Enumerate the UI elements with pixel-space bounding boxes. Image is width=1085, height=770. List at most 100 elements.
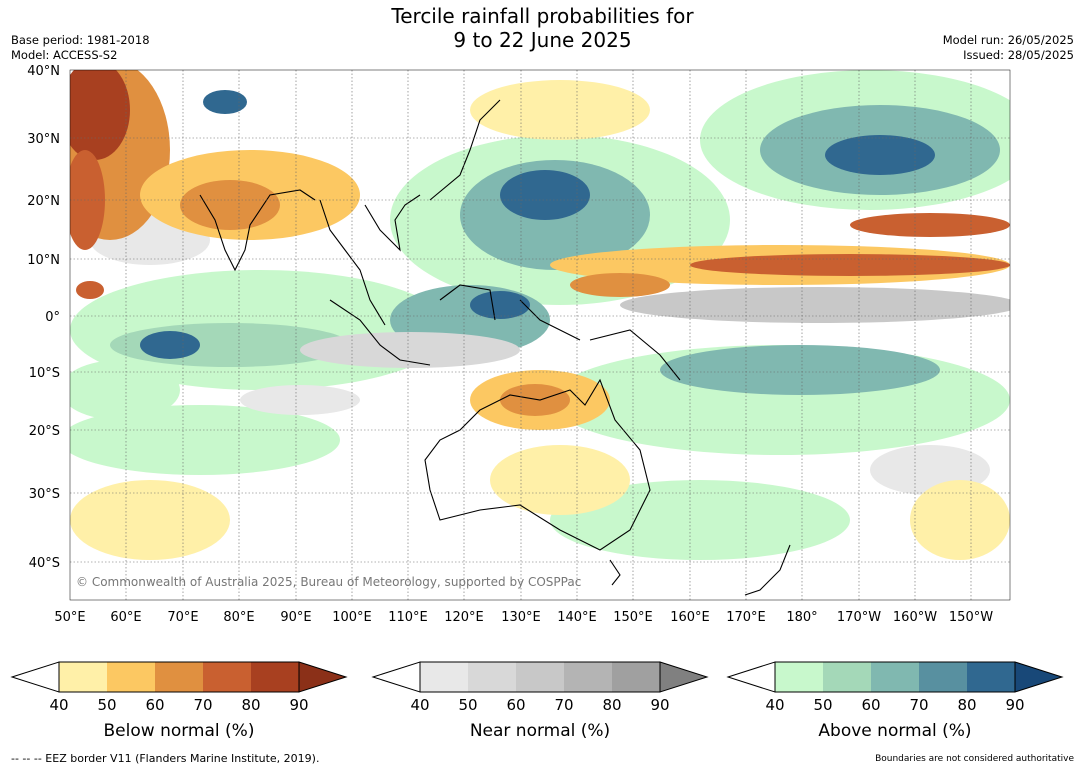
eez-border-note: -- -- -- EEZ border V11 (Flanders Marine…	[11, 752, 320, 765]
meta-right: Model run: 26/05/2025 Issued: 28/05/2025	[943, 33, 1074, 63]
cb-tick: 70	[193, 696, 212, 714]
lon-label: 150°E	[613, 610, 653, 625]
australia-coast	[424, 378, 651, 551]
lon-label: 90°E	[280, 610, 311, 625]
tasmania-coast	[609, 559, 621, 586]
copyright-text: © Commonwealth of Australia 2025, Bureau…	[76, 575, 581, 589]
colorbar-swatch	[823, 662, 871, 692]
colorbar-swatch	[967, 662, 1015, 692]
colorbar-swatch	[468, 662, 516, 692]
issued-date: Issued: 28/05/2025	[963, 48, 1074, 62]
below-normal-label: Below normal (%)	[104, 721, 255, 741]
near-normal-label: Near normal (%)	[470, 721, 610, 741]
china-coast	[429, 99, 501, 201]
lat-label: 10°N	[27, 253, 60, 268]
below-normal-colorbar	[10, 661, 348, 693]
sulawesi	[519, 299, 581, 341]
lon-label: 140°E	[557, 610, 597, 625]
lat-label: 40°S	[29, 556, 60, 571]
cb-tick: 40	[765, 696, 784, 714]
borneo	[439, 284, 496, 321]
cb-tick: 70	[554, 696, 573, 714]
colorbar-swatch	[775, 662, 823, 692]
cb-tick: 80	[602, 696, 621, 714]
colorbar-swatch	[59, 662, 107, 692]
colorbar-swatch	[516, 662, 564, 692]
lon-label: 160°E	[670, 610, 710, 625]
colorbar-swatch	[420, 662, 468, 692]
cb-tick: 90	[289, 696, 308, 714]
probability-fields	[70, 70, 1010, 560]
colorbar-max-arrow	[299, 662, 346, 692]
lon-label: 130°E	[501, 610, 541, 625]
cb-tick: 40	[410, 696, 429, 714]
lon-label: 170°E	[726, 610, 766, 625]
new-zealand-coast	[744, 544, 791, 596]
lon-label: 170°W	[837, 610, 881, 625]
lon-label: 60°E	[110, 610, 141, 625]
cb-tick: 80	[241, 696, 260, 714]
lon-label: 150°W	[949, 610, 993, 625]
new-guinea	[589, 329, 681, 381]
malay-peninsula	[319, 199, 386, 326]
colorbar-ticks: 40 50 60 70 80 90 40 50 60 70 80 90 40 5…	[49, 696, 1024, 714]
lon-label: 80°E	[223, 610, 254, 625]
coastlines	[199, 99, 791, 596]
lon-label: 70°E	[167, 610, 198, 625]
cb-tick: 60	[506, 696, 525, 714]
lat-label: 40°N	[27, 64, 60, 79]
cb-tick: 50	[458, 696, 477, 714]
indochina-coast	[364, 194, 421, 252]
latitude-labels: 40°N 30°N 20°N 10°N 0° 10°S 20°S 30°S 40…	[27, 64, 60, 571]
cb-tick: 40	[49, 696, 68, 714]
cb-tick: 50	[97, 696, 116, 714]
colorbar-max-arrow	[1015, 662, 1062, 692]
sumatra-java	[329, 299, 431, 366]
cb-tick: 60	[861, 696, 880, 714]
boundaries-disclaimer: Boundaries are not considered authoritat…	[875, 754, 1074, 764]
lon-label: 110°E	[388, 610, 428, 625]
colorbar-min-arrow	[371, 661, 421, 693]
lat-label: 10°S	[29, 366, 60, 381]
india-coast	[199, 189, 316, 272]
model-name: Model: ACCESS-S2	[11, 48, 118, 62]
colorbar-swatch	[107, 662, 155, 692]
near-normal-colorbar	[371, 661, 709, 693]
colorbar-swatch	[919, 662, 967, 692]
base-period: Base period: 1981-2018	[11, 33, 150, 47]
colorbar-labels: Below normal (%) Near normal (%) Above n…	[104, 721, 972, 741]
colorbar-swatch	[612, 662, 660, 692]
lat-label: 20°N	[27, 194, 60, 209]
colorbar-max-arrow	[660, 662, 707, 692]
cb-tick: 90	[1005, 696, 1024, 714]
colorbar-min-arrow	[10, 661, 60, 693]
cb-tick: 60	[145, 696, 164, 714]
above-normal-label: Above normal (%)	[818, 721, 971, 741]
lat-label: 0°	[45, 310, 60, 325]
map-title: Tercile rainfall probabilities for 9 to …	[0, 4, 1085, 52]
meta-left: Base period: 1981-2018 Model: ACCESS-S2	[11, 33, 150, 63]
title-line-1: Tercile rainfall probabilities for	[391, 4, 694, 28]
cb-tick: 90	[650, 696, 669, 714]
colorbar-min-arrow	[726, 661, 776, 693]
lat-label: 30°N	[27, 132, 60, 147]
cb-tick: 80	[957, 696, 976, 714]
forecast-map: © Commonwealth of Australia 2025, Bureau…	[27, 64, 1011, 625]
colorbar-swatch	[155, 662, 203, 692]
cb-tick: 50	[813, 696, 832, 714]
lon-label: 120°E	[444, 610, 484, 625]
longitude-labels: 50°E 60°E 70°E 80°E 90°E 100°E 110°E 120…	[54, 610, 993, 625]
map-frame	[69, 69, 1011, 601]
lon-label: 100°E	[332, 610, 372, 625]
colorbar-swatch	[564, 662, 612, 692]
above-normal-colorbar	[726, 661, 1064, 693]
colorbar-swatch	[871, 662, 919, 692]
model-run: Model run: 26/05/2025	[942, 33, 1074, 47]
lon-label: 160°W	[893, 610, 937, 625]
colorbar-legends: 40 50 60 70 80 90 40 50 60 70 80 90 40 5…	[10, 661, 1064, 741]
colorbar-swatch	[251, 662, 299, 692]
gridlines	[70, 70, 1010, 600]
colorbar-swatch	[203, 662, 251, 692]
title-line-2: 9 to 22 June 2025	[453, 28, 632, 52]
lat-label: 20°S	[29, 424, 60, 439]
